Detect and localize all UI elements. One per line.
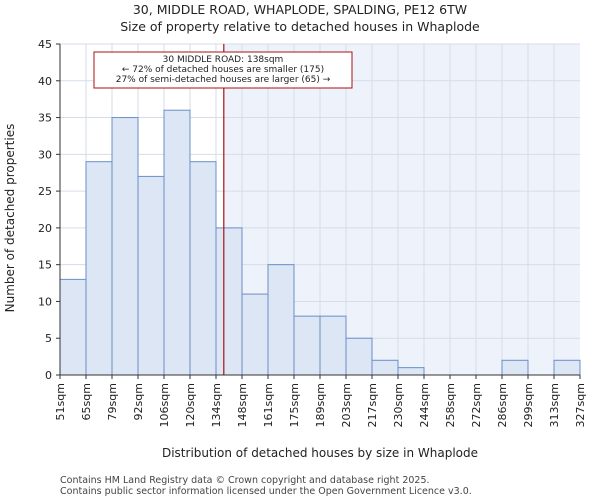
- x-tick-label: 175sqm: [288, 383, 301, 427]
- x-tick-label: 258sqm: [444, 383, 457, 427]
- bar-106sqm: [163, 109, 191, 376]
- annotation-box: 30 MIDDLE ROAD: 138sqm ← 72% of detached…: [93, 51, 353, 89]
- annotation-frame: [93, 51, 353, 89]
- annotation-smaller: ← 72% of detached houses are smaller (17…: [122, 65, 324, 75]
- x-tick-label: 230sqm: [392, 383, 405, 427]
- footer-line-1: Contains HM Land Registry data © Crown c…: [60, 475, 430, 486]
- x-tick-label: 106sqm: [158, 383, 171, 427]
- x-tick-label: 92sqm: [132, 383, 145, 420]
- y-tick-label: 40: [38, 75, 52, 88]
- x-tick-label: 244sqm: [418, 383, 431, 427]
- bars-group: [59, 109, 581, 376]
- annotation-larger: 27% of semi-detached houses are larger (…: [116, 75, 331, 85]
- chart-subtitle: Size of property relative to detached ho…: [120, 19, 480, 34]
- y-tick-label: 0: [45, 369, 52, 382]
- x-tick-labels: 51sqm 65sqm 79sqm 92sqm 106sqm 120sqm 134sqm 14…: [54, 375, 587, 427]
- y-tick-label: 45: [38, 38, 52, 51]
- x-tick-label: 272sqm: [470, 383, 483, 427]
- bar-203sqm: [345, 337, 373, 376]
- bar-79sqm: [111, 117, 139, 376]
- bar-161sqm: [267, 264, 295, 376]
- y-tick-label: 35: [38, 112, 52, 125]
- y-tick-label: 20: [38, 222, 52, 235]
- bar-65sqm: [85, 161, 113, 376]
- bar-175sqm: [293, 315, 321, 376]
- y-tick-label: 5: [45, 332, 52, 345]
- y-axis-label: Number of detached properties: [3, 124, 17, 313]
- x-tick-label: 286sqm: [496, 383, 509, 427]
- bar-217sqm: [371, 359, 399, 376]
- footer-line-2: Contains public sector information licen…: [60, 486, 472, 497]
- x-tick-label: 313sqm: [548, 383, 561, 427]
- x-tick-label: 161sqm: [262, 383, 275, 427]
- y-tick-label: 25: [38, 185, 52, 198]
- y-tick-label: 10: [38, 295, 52, 308]
- bar-134sqm: [215, 227, 243, 376]
- x-axis-label: Distribution of detached houses by size …: [162, 446, 478, 460]
- x-tick-label: 51sqm: [54, 383, 67, 420]
- x-tick-label: 79sqm: [106, 383, 119, 420]
- bar-51sqm: [59, 278, 87, 376]
- x-tick-label: 217sqm: [366, 383, 379, 427]
- chart-title: 30, MIDDLE ROAD, WHAPLODE, SPALDING, PE1…: [133, 2, 467, 17]
- x-tick-label: 189sqm: [314, 383, 327, 427]
- x-tick-label: 299sqm: [522, 383, 535, 427]
- annotation-title: 30 MIDDLE ROAD: 138sqm: [163, 55, 284, 65]
- x-tick-label: 203sqm: [340, 383, 353, 427]
- x-tick-label: 65sqm: [80, 383, 93, 420]
- y-tick-label: 30: [38, 148, 52, 161]
- y-tick-label: 15: [38, 259, 52, 272]
- bar-313sqm: [553, 359, 581, 376]
- bar-120sqm: [189, 161, 217, 376]
- y-tick-labels: 0 5 10 15 20 25 30 35 40 45: [38, 38, 60, 382]
- x-tick-label: 120sqm: [184, 383, 197, 427]
- bar-189sqm: [319, 315, 347, 376]
- bar-92sqm: [137, 175, 165, 376]
- bar-230sqm: [397, 367, 425, 376]
- bar-148sqm: [241, 293, 269, 376]
- bar-286sqm: [501, 359, 529, 376]
- x-tick-label: 134sqm: [210, 383, 223, 427]
- x-tick-label: 327sqm: [574, 383, 587, 427]
- x-tick-label: 148sqm: [236, 383, 249, 427]
